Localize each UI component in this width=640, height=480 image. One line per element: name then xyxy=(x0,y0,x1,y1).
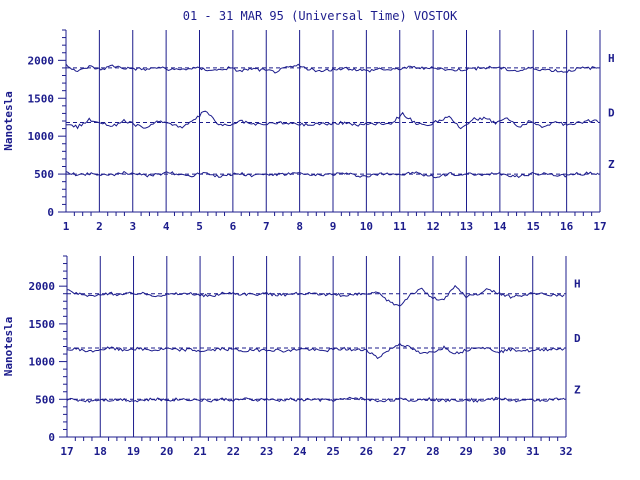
series-label-h: H xyxy=(608,52,615,65)
x-tick-label: 17 xyxy=(60,445,73,458)
x-tick-label: 2 xyxy=(96,220,103,233)
x-tick-label: 26 xyxy=(360,445,374,458)
y-tick-label: 1500 xyxy=(28,92,55,105)
series-label-d: D xyxy=(608,107,615,120)
x-tick-label: 1 xyxy=(63,220,70,233)
series-label-d: D xyxy=(574,332,581,345)
x-tick-label: 18 xyxy=(94,445,107,458)
x-tick-label: 31 xyxy=(526,445,540,458)
x-tick-label: 28 xyxy=(426,445,439,458)
x-tick-label: 24 xyxy=(293,445,307,458)
x-tick-label: 7 xyxy=(263,220,270,233)
series-label-z: Z xyxy=(608,158,615,171)
x-tick-label: 14 xyxy=(493,220,507,233)
x-tick-label: 4 xyxy=(163,220,170,233)
series-label-z: Z xyxy=(574,383,581,396)
x-tick-label: 19 xyxy=(127,445,140,458)
x-tick-label: 8 xyxy=(296,220,303,233)
x-tick-label: 21 xyxy=(193,445,207,458)
y-tick-label: 2000 xyxy=(28,54,55,67)
y-axis-label: Nanotesla xyxy=(2,317,15,377)
series-line-z xyxy=(66,396,565,403)
x-tick-label: 13 xyxy=(460,220,473,233)
series-line-h xyxy=(67,284,565,307)
x-tick-label: 11 xyxy=(393,220,407,233)
y-tick-label: 1000 xyxy=(28,130,55,143)
x-tick-label: 30 xyxy=(493,445,506,458)
x-tick-label: 16 xyxy=(560,220,574,233)
panel-bottom: 17 18 19 20 21 22 23 24 25 26 27 28 29 30 31 32 0 500 1000… xyxy=(2,255,581,458)
x-tick-label: 32 xyxy=(559,445,572,458)
series-label-h: H xyxy=(574,278,581,291)
x-tick-label: 22 xyxy=(227,445,240,458)
series-line-d xyxy=(66,342,565,360)
x-tick-label: 3 xyxy=(129,220,136,233)
chart-panels: 1 2 3 4 5 6 7 8 9 10 11 12 13 14 15 16 17050010001500200… xyxy=(2,29,615,458)
x-tick-label: 15 xyxy=(527,220,540,233)
y-tick-label: 0 xyxy=(47,206,54,219)
x-tick-label: 5 xyxy=(196,220,203,233)
series-line-z xyxy=(65,170,599,179)
y-tick-label: 0 xyxy=(48,431,55,444)
x-tick-label: 9 xyxy=(330,220,337,233)
x-tick-label: 25 xyxy=(327,445,340,458)
x-tick-label: 6 xyxy=(230,220,237,233)
panel-top: 1 2 3 4 5 6 7 8 9 10 11 12 13 14 15 16 17050010001500200… xyxy=(2,29,615,233)
x-tick-label: 17 xyxy=(593,220,606,233)
x-tick-label: 12 xyxy=(427,220,440,233)
chart-title: 01 - 31 MAR 95 (Universal Time) VOSTOK xyxy=(183,9,458,23)
y-tick-label: 1500 xyxy=(29,318,56,331)
y-tick-label: 500 xyxy=(35,393,55,406)
x-tick-label: 20 xyxy=(160,445,173,458)
y-tick-label: 2000 xyxy=(29,280,56,293)
y-tick-label: 500 xyxy=(34,168,54,181)
x-tick-label: 27 xyxy=(393,445,406,458)
series-line-h xyxy=(65,63,599,74)
series-line-d xyxy=(65,110,599,130)
x-tick-label: 10 xyxy=(360,220,373,233)
x-tick-label: 29 xyxy=(460,445,473,458)
y-tick-label: 1000 xyxy=(29,356,56,369)
x-tick-label: 23 xyxy=(260,445,273,458)
y-axis-label: Nanotesla xyxy=(2,91,15,151)
